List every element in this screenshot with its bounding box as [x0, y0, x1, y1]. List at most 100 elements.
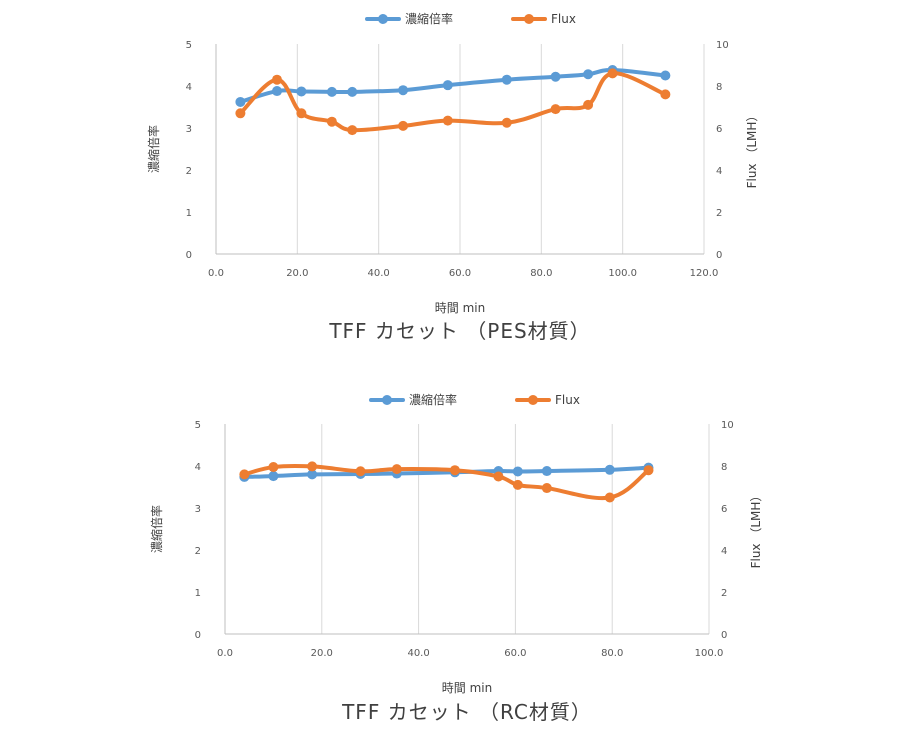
data-point: [643, 465, 654, 476]
y-left-axis-title: 濃縮倍率: [146, 125, 161, 173]
chart-1: 0.0 20.0 40.0 60.0 80.0 100.0 120.0 0 1 2 3 4 5 0 2 4 6 8…: [146, 11, 759, 343]
x-tick-label: 60.0: [449, 268, 471, 279]
data-point: [296, 86, 307, 97]
data-point: [307, 461, 318, 472]
y-left-tick-label: 0: [186, 250, 192, 261]
data-point: [235, 108, 246, 119]
legend-item: 濃縮倍率: [369, 392, 457, 407]
data-point: [355, 466, 366, 477]
y-right-tick-label: 6: [716, 124, 722, 135]
y-right-tick-label: 10: [716, 40, 729, 51]
x-tick-label: 40.0: [407, 648, 429, 659]
data-point: [272, 86, 282, 97]
legend-label: 濃縮倍率: [405, 11, 453, 26]
data-point: [272, 74, 282, 85]
y-left-tick-label: 5: [195, 420, 201, 431]
data-point: [550, 71, 561, 82]
data-point: [442, 115, 453, 126]
chart-caption: TFF カセット （RC材質）: [341, 700, 592, 724]
data-point: [541, 483, 552, 494]
x-axis-title: 時間 min: [442, 681, 492, 695]
data-point: [268, 462, 279, 473]
data-point: [512, 479, 523, 490]
x-axis-title: 時間 min: [435, 301, 485, 315]
x-tick-label: 20.0: [311, 648, 333, 659]
legend-marker-swatch: [378, 14, 388, 24]
x-tick-label: 0.0: [208, 268, 224, 279]
y-left-tick-label: 3: [186, 124, 192, 135]
legend-marker-swatch: [382, 395, 392, 405]
data-point: [268, 471, 279, 482]
data-point: [493, 471, 504, 482]
y-left-tick-label: 0: [195, 630, 201, 641]
y-left-tick-label: 1: [195, 588, 201, 599]
x-tick-label: 20.0: [286, 268, 308, 279]
legend-label: 濃縮倍率: [409, 392, 457, 407]
data-point: [296, 108, 307, 119]
chart-caption: TFF カセット （PES材質）: [328, 319, 590, 343]
legend-label: Flux: [555, 393, 580, 407]
legend-marker-swatch: [524, 14, 534, 24]
data-point: [604, 492, 615, 503]
data-point: [604, 464, 615, 475]
legend-item: 濃縮倍率: [365, 11, 453, 26]
y-left-tick-label: 2: [195, 546, 201, 557]
data-point: [501, 74, 512, 85]
legend-item: Flux: [511, 12, 576, 26]
y-right-tick-label: 10: [721, 420, 734, 431]
x-tick-label: 80.0: [530, 268, 552, 279]
y-right-axis-title: Flux （LMH）: [745, 110, 759, 189]
y-left-tick-label: 4: [186, 82, 192, 93]
x-tick-label: 80.0: [601, 648, 623, 659]
y-right-tick-label: 8: [716, 82, 722, 93]
y-right-tick-label: 4: [716, 166, 722, 177]
y-right-tick-label: 0: [721, 630, 727, 641]
y-right-axis-title: Flux （LMH）: [749, 490, 763, 569]
y-right-tick-label: 2: [721, 588, 727, 599]
y-left-tick-label: 1: [186, 208, 192, 219]
y-right-tick-label: 8: [721, 462, 727, 473]
legend-item: Flux: [515, 393, 580, 407]
data-point: [235, 96, 246, 107]
data-point: [398, 120, 409, 131]
y-right-tick-label: 2: [716, 208, 722, 219]
data-point: [660, 70, 671, 81]
data-point: [541, 466, 552, 477]
data-point: [347, 86, 358, 97]
data-point: [398, 85, 409, 96]
y-left-tick-label: 5: [186, 40, 192, 51]
y-left-tick-label: 2: [186, 166, 192, 177]
data-point: [449, 465, 460, 476]
y-right-tick-label: 4: [721, 546, 727, 557]
data-point: [326, 116, 337, 127]
data-point: [326, 86, 337, 97]
data-point: [660, 89, 671, 100]
data-point: [347, 125, 358, 136]
data-point: [391, 464, 402, 475]
y-right-tick-label: 0: [716, 250, 722, 261]
series-line: [238, 71, 668, 133]
chart-2: 0.0 20.0 40.0 60.0 80.0 100.0 0 1 2 3 4 5 0 2 4 6 8 10 濃縮倍…: [149, 392, 763, 724]
data-point: [583, 99, 594, 110]
y-left-tick-label: 3: [195, 504, 201, 515]
data-point: [607, 68, 618, 79]
data-point: [550, 104, 561, 115]
x-tick-label: 0.0: [217, 648, 233, 659]
y-right-tick-label: 6: [721, 504, 727, 515]
data-point: [307, 469, 318, 480]
data-point: [501, 117, 512, 128]
x-tick-label: 100.0: [695, 648, 724, 659]
x-tick-label: 120.0: [690, 268, 719, 279]
x-tick-label: 60.0: [504, 648, 526, 659]
x-tick-label: 40.0: [368, 268, 390, 279]
data-point: [512, 466, 523, 477]
legend-marker-swatch: [528, 395, 538, 405]
data-point: [583, 69, 594, 80]
x-tick-label: 100.0: [608, 268, 637, 279]
y-left-tick-label: 4: [195, 462, 201, 473]
data-point: [239, 469, 250, 480]
y-left-axis-title: 濃縮倍率: [149, 505, 164, 553]
legend-label: Flux: [551, 12, 576, 26]
data-point: [442, 80, 453, 91]
